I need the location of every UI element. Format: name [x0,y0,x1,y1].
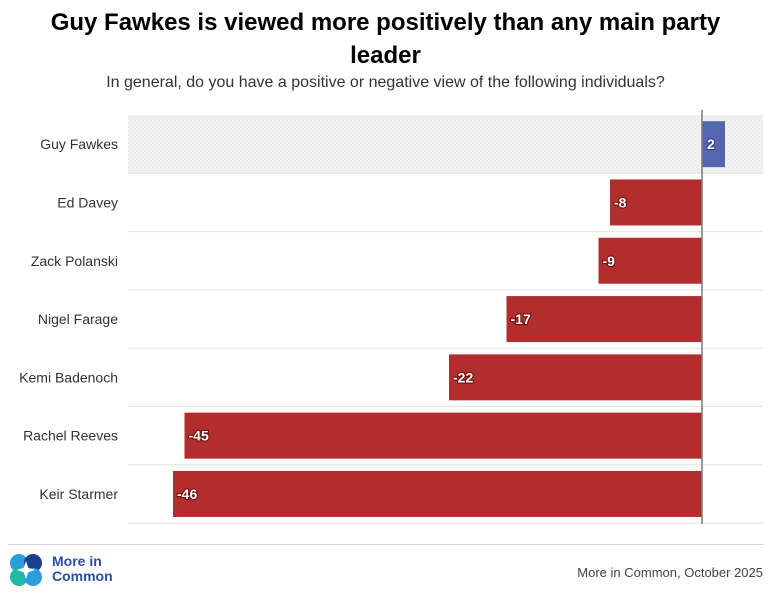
category-label: Guy Fawkes [40,136,118,152]
footer-divider [8,544,764,545]
category-label: Kemi Badenoch [19,369,118,385]
bar [449,354,702,401]
bar [702,121,725,168]
source-note: More in Common, October 2025 [577,565,763,580]
bar-chart: Guy Fawkes 2 Ed Davey -8 Zack Polanski -9 Nige… [19,110,763,524]
chart-subtitle: In general, do you have a positive or ne… [106,74,665,91]
data-label: 2 [707,136,715,152]
logo-text-line2: Common [52,568,113,584]
category-label: Nigel Farage [38,311,118,327]
bar [506,296,702,343]
data-label: -17 [511,311,531,327]
data-label: -8 [614,194,627,210]
category-label: Rachel Reeves [23,428,118,444]
bar [184,412,702,459]
more-in-common-logo-icon [10,554,42,586]
category-label: Ed Davey [57,194,118,210]
data-label: -46 [177,486,197,502]
data-label: -22 [453,369,473,385]
data-label: -9 [603,253,616,269]
bar [173,470,702,517]
data-label: -45 [189,428,209,444]
bar [598,237,702,284]
chart-title: Guy Fawkes is viewed more positively tha… [50,9,721,69]
logo-wordmark: More in Common [52,554,113,584]
category-label: Zack Polanski [31,253,118,269]
category-label: Keir Starmer [39,486,118,502]
bar [610,179,702,226]
highlight-band [128,115,763,174]
logo-text-line1: More in [52,553,102,569]
